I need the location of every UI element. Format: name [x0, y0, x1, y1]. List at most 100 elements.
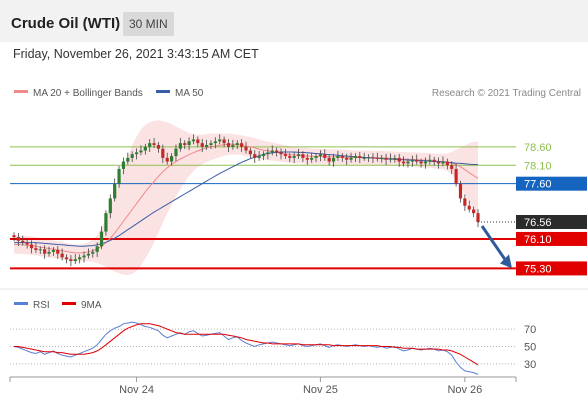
candle-body	[178, 143, 182, 149]
candle-body	[336, 156, 340, 158]
candle-body	[275, 150, 279, 153]
candle-body	[410, 159, 414, 162]
candle-body	[292, 156, 296, 158]
candle-body	[441, 161, 445, 164]
legend-swatch-rsi	[14, 302, 28, 305]
candle-body	[143, 146, 147, 151]
candle-body	[397, 157, 401, 162]
credit-text: Research © 2021 Trading Central	[432, 88, 581, 99]
candle-body	[139, 150, 143, 153]
instrument-title: Crude Oil (WTI)	[11, 15, 121, 32]
candle-body	[200, 143, 204, 147]
candle-body	[349, 157, 353, 160]
chart-header: Crude Oil (WTI) 30 MIN	[0, 0, 588, 42]
legend-swatch-ma50	[156, 90, 170, 93]
legend-label-ma50: MA 50	[175, 88, 204, 99]
candle-body	[261, 154, 266, 157]
candle-body	[64, 257, 69, 260]
candle-body	[393, 157, 397, 159]
level-label-78.10: 78.10	[524, 160, 552, 172]
candle-body	[476, 213, 480, 222]
candle-body	[187, 141, 191, 145]
candle-body	[43, 249, 47, 254]
candle-body	[323, 154, 327, 158]
candle-body	[384, 157, 388, 160]
candle-body	[467, 205, 471, 210]
candle-body	[218, 139, 222, 142]
candle-body	[366, 157, 371, 159]
candle-body	[165, 157, 169, 162]
candle-body	[34, 248, 38, 250]
candle-body	[428, 159, 432, 162]
candle-body	[305, 157, 309, 160]
candle-body	[288, 156, 292, 158]
candle-body	[266, 152, 270, 155]
candle-body	[213, 141, 217, 144]
moving-averages	[14, 143, 479, 254]
candle-body	[47, 251, 51, 254]
level-label-78.60: 78.60	[524, 142, 552, 154]
level-tag-75.30	[516, 261, 587, 276]
price-levels	[10, 146, 516, 270]
level-tag-76.10	[516, 231, 587, 246]
candle-body	[423, 161, 428, 164]
candle-body	[279, 152, 283, 155]
candle-body	[240, 143, 244, 147]
candle-body	[12, 235, 16, 238]
candle-body	[130, 154, 134, 158]
candle-body	[134, 152, 139, 155]
candle-body	[401, 161, 406, 164]
candle-body	[56, 250, 60, 254]
candle-body	[463, 198, 467, 206]
candle-body	[29, 244, 34, 249]
x-axis: Nov 24 Nov 25 Nov 26	[9, 376, 517, 396]
candle-body	[375, 157, 379, 159]
candle-body	[121, 161, 126, 169]
candle-body	[231, 145, 235, 147]
candle-body	[331, 157, 336, 162]
candle-body	[38, 249, 42, 251]
candle-body	[380, 157, 384, 159]
candle-body	[78, 257, 82, 260]
candle-body	[388, 158, 393, 160]
candle-body	[222, 139, 226, 144]
candle-body	[244, 146, 248, 151]
level-label-77.60: 77.60	[524, 179, 552, 191]
candle-body	[196, 139, 200, 144]
candle-body	[253, 154, 257, 158]
candle-body	[99, 231, 104, 247]
candle-body	[191, 139, 196, 142]
candle-body	[169, 156, 174, 162]
candle-body	[345, 157, 349, 160]
candle-body	[21, 240, 25, 243]
chart-datetime: Friday, November 26, 2021 3:43:15 AM CET	[13, 47, 259, 61]
candle-body	[371, 157, 375, 159]
candle-body	[301, 154, 305, 158]
candle-body	[69, 259, 73, 262]
candle-body	[104, 213, 108, 232]
x-tick-label: Nov 26	[447, 384, 482, 396]
legend-swatch-ma20	[14, 90, 28, 93]
candle-body	[156, 145, 161, 149]
legend-label-9ma: 9MA	[81, 300, 102, 311]
x-tick-label: Nov 25	[303, 384, 338, 396]
candle-body	[205, 145, 209, 147]
candle-body	[450, 165, 454, 169]
timeframe-badge[interactable]: 30 MIN	[123, 12, 174, 36]
candle-body	[235, 143, 239, 145]
candle-body	[318, 154, 323, 157]
rsi-level-label: 30	[524, 359, 536, 371]
candle-body	[16, 237, 20, 241]
candle-body	[91, 251, 95, 254]
candle-body	[458, 183, 463, 199]
candle-body	[25, 242, 29, 245]
rsi-9ma-line	[14, 323, 479, 366]
candle-body	[432, 159, 436, 162]
candle-body	[108, 198, 112, 214]
candle-body	[445, 161, 449, 166]
x-tick-label: Nov 24	[119, 384, 154, 396]
price-labels: 78.60 78.10 77.60 76.10 75.30 76.56	[478, 142, 587, 276]
legend-swatch-9ma	[62, 302, 76, 305]
level-label-76.10: 76.10	[524, 234, 552, 246]
